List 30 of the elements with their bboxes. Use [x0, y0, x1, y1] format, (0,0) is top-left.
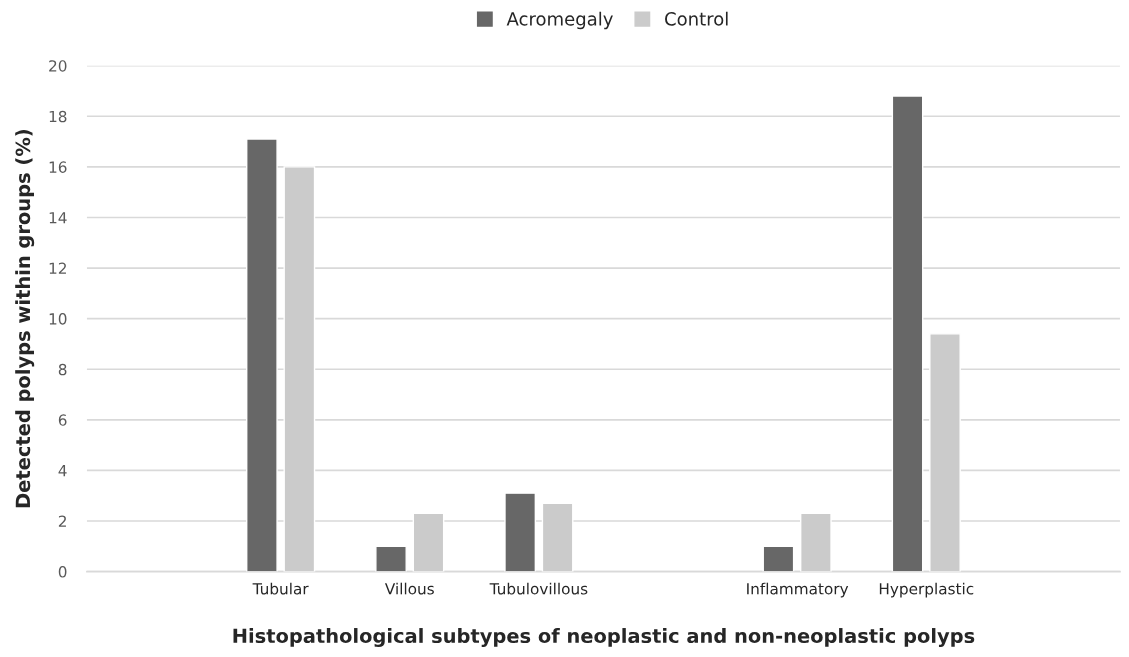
bar: [246, 138, 278, 572]
bar: [283, 166, 316, 572]
x-tick-label: Tubular: [252, 582, 309, 595]
y-axis-title: Detected polyps within groups (%): [15, 129, 35, 508]
y-tick-label: 2: [58, 515, 66, 527]
bar: [504, 492, 537, 572]
bar: [412, 512, 445, 572]
bar: [891, 95, 924, 572]
y-tick-label: 6: [58, 414, 67, 426]
x-tick-label: Inflammatory: [747, 582, 849, 598]
legend-label: Acromegaly: [506, 11, 613, 30]
x-axis-title: Histopathological subtypes of neoplastic and non-neoplastic polyps: [233, 628, 975, 648]
y-tick-label: 10: [49, 313, 67, 325]
bar: [375, 545, 407, 572]
y-tick-label: 0: [58, 566, 67, 578]
x-tick-label: Tubulovillous: [489, 582, 588, 595]
bar: [800, 512, 832, 572]
y-tick-label: 14: [49, 212, 67, 224]
bar: [762, 545, 795, 572]
y-tick-label: 18: [49, 110, 67, 123]
bar: [929, 333, 961, 572]
y-tick-label: 4: [58, 465, 67, 477]
x-tick-label: Hyperplastic: [879, 582, 974, 598]
y-tick-label: 16: [49, 161, 67, 173]
y-tick-label: 20: [49, 60, 67, 72]
y-tick-label: 8: [58, 363, 67, 376]
legend-label: Control: [665, 11, 728, 26]
y-tick-label: 12: [49, 262, 66, 274]
bar: [541, 502, 574, 572]
x-tick-label: Villous: [384, 582, 434, 595]
